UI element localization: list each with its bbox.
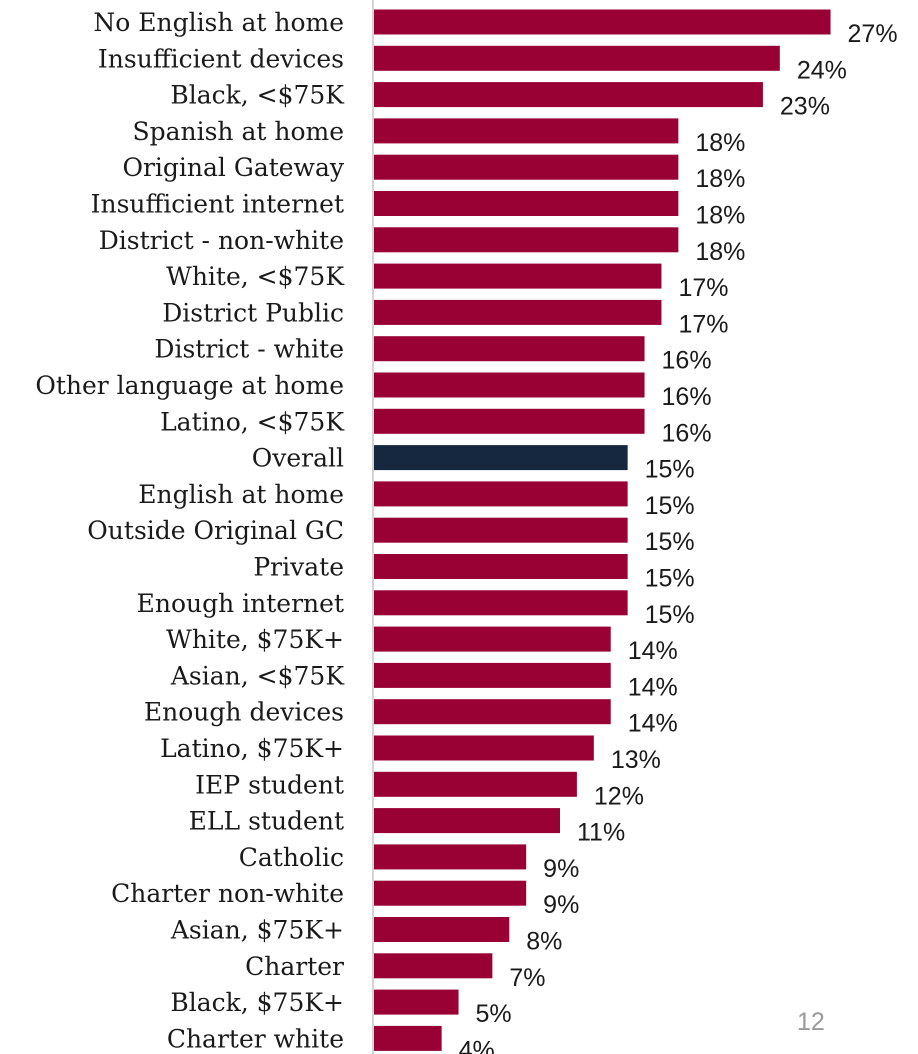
highlight-bar bbox=[374, 445, 628, 471]
bar bbox=[374, 299, 662, 325]
category-label: Latino, $75K+ bbox=[160, 734, 344, 763]
value-label: 24% bbox=[797, 56, 847, 84]
value-label: 18% bbox=[695, 238, 745, 266]
bar bbox=[374, 662, 611, 688]
value-label: 15% bbox=[645, 565, 695, 593]
bar bbox=[374, 989, 459, 1015]
bar bbox=[374, 9, 831, 35]
category-label: English at home bbox=[138, 480, 344, 509]
value-label: 14% bbox=[628, 637, 678, 665]
category-label: Private bbox=[253, 553, 344, 582]
bar bbox=[374, 517, 628, 543]
category-label: White, $75K+ bbox=[166, 625, 344, 654]
bar bbox=[374, 154, 679, 180]
value-label: 18% bbox=[695, 129, 745, 157]
category-label: Outside Original GC bbox=[87, 516, 344, 545]
value-label: 17% bbox=[678, 274, 728, 302]
bar bbox=[374, 118, 679, 144]
category-label: Catholic bbox=[239, 843, 344, 872]
bar bbox=[374, 554, 628, 579]
category-label: Latino, <$75K bbox=[160, 407, 345, 436]
value-label: 27% bbox=[848, 20, 898, 48]
value-label: 14% bbox=[628, 710, 678, 738]
value-label: 9% bbox=[543, 891, 579, 919]
category-label: Other language at home bbox=[35, 371, 344, 400]
bar bbox=[374, 626, 611, 652]
bar bbox=[374, 1025, 442, 1051]
value-label: 17% bbox=[678, 310, 728, 338]
category-label: Enough devices bbox=[144, 698, 344, 727]
value-label: 4% bbox=[459, 1036, 495, 1054]
bar bbox=[374, 336, 645, 362]
bar bbox=[374, 844, 527, 870]
category-label: Charter non-white bbox=[111, 879, 344, 908]
bar bbox=[374, 227, 679, 253]
category-label: District - non-white bbox=[99, 226, 344, 255]
page-number: 12 bbox=[797, 1008, 825, 1036]
category-label: District - white bbox=[154, 335, 344, 364]
category-label: No English at home bbox=[93, 8, 344, 37]
value-label: 9% bbox=[543, 855, 579, 883]
bar bbox=[374, 481, 628, 507]
category-label: Insufficient internet bbox=[91, 190, 344, 219]
category-label: Overall bbox=[252, 444, 344, 473]
value-label: 8% bbox=[526, 928, 562, 956]
bar bbox=[374, 372, 645, 398]
category-label: Enough internet bbox=[137, 589, 344, 618]
value-label: 16% bbox=[662, 347, 712, 375]
value-label: 11% bbox=[577, 819, 625, 847]
value-label: 15% bbox=[645, 492, 695, 520]
bar bbox=[374, 82, 763, 108]
category-label: Original Gateway bbox=[122, 153, 344, 182]
value-label: 5% bbox=[476, 1000, 512, 1028]
bar bbox=[374, 191, 679, 216]
bar bbox=[374, 917, 510, 942]
value-label: 16% bbox=[662, 383, 712, 411]
bar bbox=[374, 699, 611, 725]
bar bbox=[374, 408, 645, 434]
category-label: Black, $75K+ bbox=[170, 988, 344, 1017]
value-label: 18% bbox=[695, 165, 745, 193]
bar bbox=[374, 880, 527, 906]
category-label: White, <$75K bbox=[166, 262, 345, 291]
bar bbox=[374, 953, 493, 979]
bar bbox=[374, 808, 560, 834]
category-label: District Public bbox=[162, 298, 344, 327]
category-label: Asian, <$75K bbox=[170, 661, 345, 690]
value-label: 23% bbox=[780, 93, 830, 121]
bar bbox=[374, 590, 628, 616]
bar bbox=[374, 771, 577, 797]
value-label: 15% bbox=[645, 601, 695, 629]
value-label: 16% bbox=[662, 419, 712, 447]
value-label: 14% bbox=[628, 673, 678, 701]
value-label: 18% bbox=[695, 202, 745, 230]
category-label: Asian, $75K+ bbox=[170, 916, 344, 945]
category-label: IEP student bbox=[195, 770, 344, 799]
bar bbox=[374, 735, 594, 761]
category-label: Black, <$75K bbox=[170, 81, 345, 110]
bar bbox=[374, 263, 662, 289]
category-label: Charter bbox=[245, 952, 344, 981]
category-label: Insufficient devices bbox=[98, 44, 344, 73]
value-label: 12% bbox=[594, 782, 644, 810]
category-label: Spanish at home bbox=[132, 117, 344, 146]
value-label: 13% bbox=[611, 746, 661, 774]
bar bbox=[374, 45, 780, 71]
value-label: 15% bbox=[645, 456, 695, 484]
category-label: Charter white bbox=[167, 1024, 344, 1053]
category-label: ELL student bbox=[189, 807, 344, 836]
value-label: 15% bbox=[645, 528, 695, 556]
value-label: 7% bbox=[509, 964, 545, 992]
